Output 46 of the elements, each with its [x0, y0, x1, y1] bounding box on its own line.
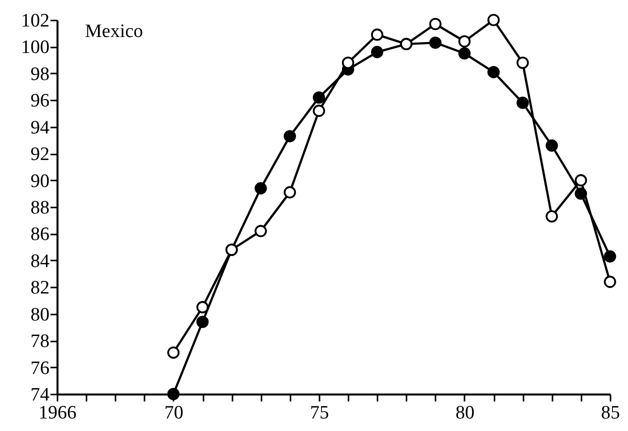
point [574, 174, 588, 186]
y-tick-label: 80 [30, 304, 50, 326]
point [167, 346, 180, 359]
point [546, 210, 558, 222]
point [458, 35, 471, 48]
point [312, 91, 326, 104]
x-tick-label: 1966 [38, 402, 76, 424]
point [371, 46, 384, 58]
y-tick-label: 88 [30, 198, 50, 218]
point [429, 18, 442, 30]
y-tick-label: 92 [30, 144, 50, 166]
x-tick-label: 75 [310, 402, 329, 424]
y-tick-label: 94 [30, 117, 50, 138]
point [604, 250, 616, 263]
point [284, 130, 296, 142]
y-tick-label: 100 [21, 37, 50, 58]
point [284, 186, 296, 198]
point [604, 276, 616, 288]
y-tick-label: 96 [30, 90, 50, 112]
point [487, 14, 500, 26]
y-tick-label: 86 [30, 224, 50, 246]
y-tick-label: 102 [21, 10, 50, 32]
point [342, 56, 354, 69]
point [429, 36, 442, 49]
point [196, 301, 209, 314]
y-tick-label: 82 [30, 278, 50, 299]
y-tick-label: 98 [30, 64, 50, 85]
annotation: Mexico [85, 21, 144, 42]
x-tick-label: 85 [601, 402, 620, 424]
x-tick-label: 70 [164, 402, 184, 424]
point [516, 96, 529, 109]
y-tick-label: 84 [30, 250, 50, 272]
y-tick-label: 90 [30, 170, 50, 192]
point [196, 316, 209, 328]
point [371, 28, 384, 41]
point [254, 224, 267, 238]
point [516, 56, 529, 69]
point [254, 182, 267, 194]
point [546, 139, 558, 152]
point [312, 104, 326, 117]
y-tick-label: 76 [30, 358, 50, 379]
point [487, 66, 500, 78]
x-tick-label: 80 [455, 402, 474, 424]
y-tick-label: 78 [30, 331, 50, 352]
y-tick-label: 74 [30, 384, 50, 406]
point [458, 47, 471, 60]
